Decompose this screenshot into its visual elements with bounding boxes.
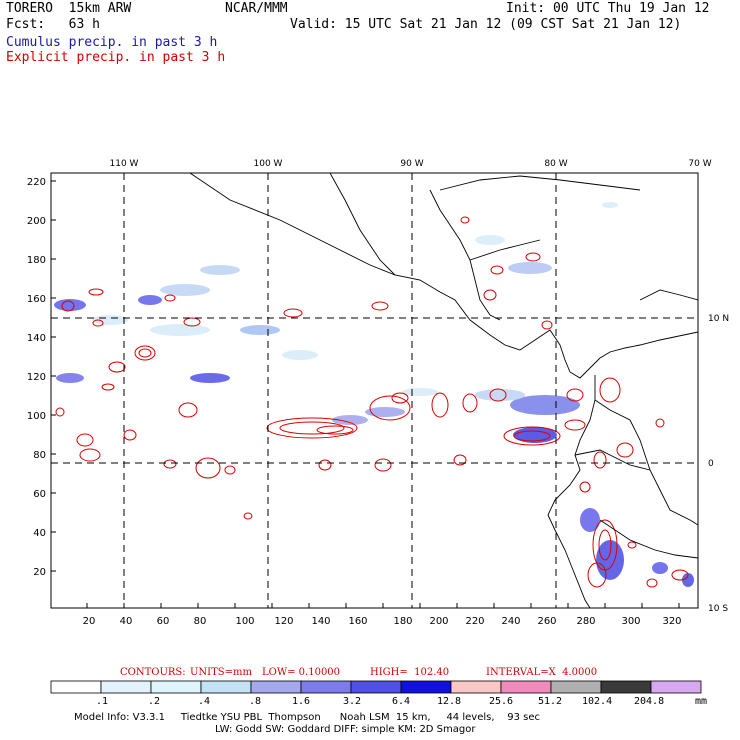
colorbar-swatch: [400, 680, 452, 694]
contours-low: LOW= 0.10000: [262, 667, 341, 678]
bottom-tick-label: 140: [311, 616, 330, 627]
colorbar-label: 12.8: [437, 696, 462, 707]
bottom-tick-label: 20: [83, 616, 96, 627]
map-frame: [50, 172, 699, 609]
bottom-tick-label: 260: [537, 616, 556, 627]
lon-label: 80 W: [544, 159, 567, 169]
contours-interval: INTERVAL=X 4.0000: [486, 667, 598, 678]
graticule: [51, 173, 698, 608]
bottom-tick-label: 240: [501, 616, 520, 627]
colorbar-swatch: [650, 680, 702, 694]
model-info-line1: Model Info: V3.3.1 Tiedtke YSU PBL Thomp…: [74, 712, 540, 723]
colorbar-label: .4: [198, 696, 211, 707]
model-name: TORERO 15km ARW: [6, 1, 132, 16]
forecast-hour: Fcst: 63 h: [6, 17, 100, 32]
contours-units: UNITS=mm: [190, 667, 252, 678]
left-tick-label: 160: [27, 294, 46, 305]
colorbar-label: 1.6: [292, 696, 311, 707]
colorbar-swatch: [100, 680, 152, 694]
contours-label: CONTOURS:: [120, 667, 186, 678]
model-info-line2: LW: Godd SW: Goddard DIFF: simple KM: 2D…: [215, 724, 476, 735]
left-tick-label: 180: [27, 255, 46, 266]
colorbar-label: 204.8: [634, 696, 665, 707]
colorbar-label: 51.2: [538, 696, 563, 707]
colorbar-swatch: [450, 680, 502, 694]
valid-time: Valid: 15 UTC Sat 21 Jan 12 (09 CST Sat …: [290, 17, 682, 32]
colorbar-unit: mm: [695, 696, 708, 707]
lon-label: 90 W: [400, 159, 423, 169]
left-tick-label: 60: [33, 489, 46, 500]
left-tick-label: 220: [27, 177, 46, 188]
left-axis: [51, 180, 56, 572]
organization-label: NCAR/MMM: [225, 1, 288, 16]
init-time: Init: 00 UTC Thu 19 Jan 12: [506, 1, 710, 16]
lon-label: 100 W: [254, 159, 283, 169]
left-tick-label: 200: [27, 216, 46, 227]
lat-label: 0: [708, 459, 714, 469]
colorbar-swatch: [550, 680, 602, 694]
colorbar-swatch: [250, 680, 302, 694]
contours-high: HIGH= 102.40: [370, 667, 450, 678]
bottom-tick-label: 200: [429, 616, 448, 627]
colorbar-swatch: [150, 680, 202, 694]
colorbar-label: 6.4: [392, 696, 411, 707]
left-tick-label: 100: [27, 411, 46, 422]
bottom-tick-label: 60: [157, 616, 170, 627]
colorbar-label: 3.2: [343, 696, 362, 707]
colorbar-label: 25.6: [489, 696, 514, 707]
colorbar-label: .8: [249, 696, 262, 707]
coastlines: [189, 173, 698, 608]
colorbar-label: 102.4: [582, 696, 613, 707]
colorbar-swatch: [300, 680, 352, 694]
left-tick-label: 80: [33, 450, 46, 461]
left-tick-label: 120: [27, 372, 46, 383]
bottom-tick-label: 80: [194, 616, 207, 627]
bottom-tick-label: 40: [120, 616, 133, 627]
colorbar-swatch: [500, 680, 552, 694]
left-tick-label: 40: [33, 528, 46, 539]
colorbar-swatch: [50, 680, 102, 694]
bottom-tick-label: 320: [662, 616, 681, 627]
lon-label: 110 W: [110, 159, 139, 169]
cumulus-precip-areas: [54, 202, 694, 587]
bottom-tick-label: 280: [576, 616, 595, 627]
bottom-tick-label: 160: [348, 616, 367, 627]
colorbar-label: .2: [148, 696, 161, 707]
colorbar: [50, 680, 702, 694]
bottom-tick-label: 100: [235, 616, 254, 627]
colorbar-swatch: [350, 680, 402, 694]
lon-label: 70 W: [688, 159, 711, 169]
explicit-field-label: Explicit precip. in past 3 h: [6, 50, 226, 65]
explicit-precip-contours: [55, 216, 689, 588]
bottom-tick-label: 120: [274, 616, 293, 627]
bottom-tick-label: 300: [621, 616, 640, 627]
left-tick-label: 20: [33, 567, 46, 578]
left-tick-label: 140: [27, 333, 46, 344]
lat-label: 10 N: [708, 314, 729, 324]
colorbar-label: .1: [96, 696, 109, 707]
colorbar-swatch: [600, 680, 652, 694]
bottom-tick-label: 180: [393, 616, 412, 627]
cumulus-field-label: Cumulus precip. in past 3 h: [6, 35, 218, 50]
lat-label: 10 S: [708, 604, 728, 614]
bottom-tick-label: 220: [465, 616, 484, 627]
bottom-axis: [86, 603, 680, 608]
colorbar-swatch: [200, 680, 252, 694]
